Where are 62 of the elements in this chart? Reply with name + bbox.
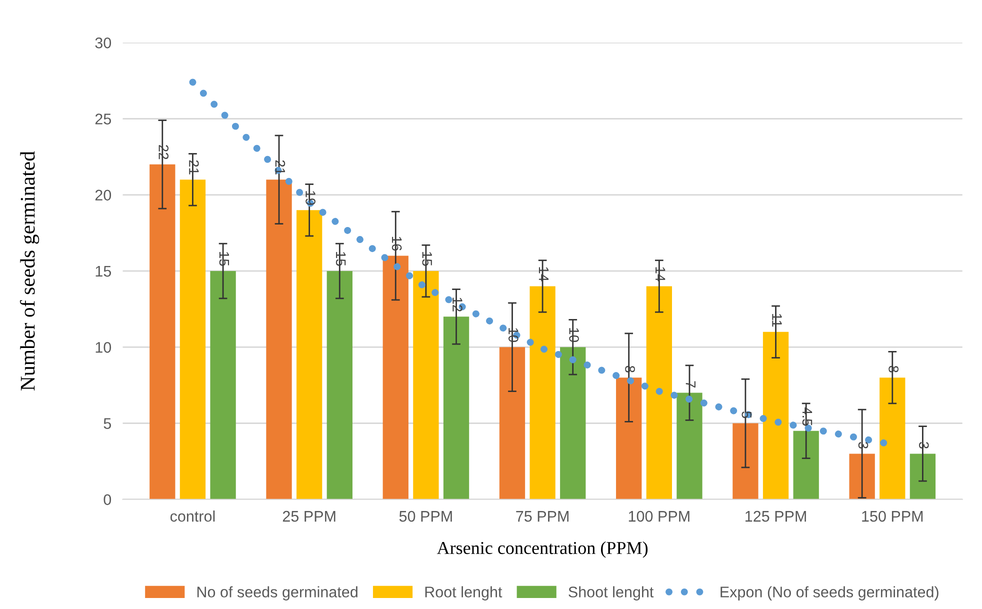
data-label: 3: [918, 442, 929, 449]
data-label: 15: [219, 252, 229, 266]
data-label: 4.5: [802, 407, 812, 426]
data-label: 12: [452, 298, 462, 312]
y-tick-label: 30: [95, 38, 112, 48]
bar: [793, 430, 819, 500]
data-label: 21: [189, 160, 199, 174]
bar: [266, 180, 292, 500]
data-label: 14: [538, 267, 549, 282]
data-label: 19: [306, 191, 316, 205]
bar: [499, 347, 526, 500]
y-tick-label: 15: [96, 266, 111, 277]
x-axis-title: Arsenic concentration (PPM): [436, 541, 648, 558]
bar: [150, 164, 176, 500]
bar: [910, 454, 936, 500]
data-label: 7: [686, 381, 696, 388]
bar: [210, 271, 236, 500]
data-label: 5: [742, 412, 752, 418]
y-tick-label: 25: [95, 114, 111, 124]
bar: [849, 454, 875, 500]
data-label: 10: [508, 328, 518, 342]
legend-label: Expon (No of seeds germinated): [720, 586, 938, 600]
bar: [180, 180, 206, 500]
bar: [413, 271, 439, 500]
data-label: 11: [772, 314, 782, 327]
data-label: 21: [275, 160, 286, 174]
data-label: 15: [336, 252, 346, 266]
bar: [732, 423, 758, 500]
y-axis-title: Number of seeds germinated: [20, 151, 40, 390]
data-label: 10: [569, 328, 579, 342]
data-label: 16: [392, 236, 402, 251]
bar: [646, 286, 672, 500]
bar: [296, 210, 322, 500]
bar: [880, 378, 906, 500]
data-label: 8: [888, 366, 898, 372]
bar: [560, 347, 586, 500]
x-tick-label: 50 PPM: [399, 510, 452, 522]
data-label: 22: [158, 145, 169, 160]
bar: [382, 256, 408, 500]
legend-label: No of seeds germinated: [197, 586, 358, 600]
x-tick-label: 25 PPM: [282, 510, 336, 522]
y-tick-label: 20: [95, 190, 112, 201]
legend-label: Root lenght: [425, 586, 502, 600]
bar: [530, 286, 556, 500]
legend-label: Shoot lenght: [568, 586, 654, 600]
y-tick-label: 0: [104, 494, 112, 506]
x-tick-label: 75 PPM: [516, 511, 568, 522]
x-tick-label: control: [170, 510, 215, 522]
data-label: 3: [858, 442, 868, 449]
y-tick-label: 10: [96, 342, 112, 353]
data-label: 14: [656, 267, 666, 282]
x-tick-label: 150 PPM: [862, 510, 923, 522]
data-label: 15: [422, 252, 432, 266]
data-label: 8: [625, 366, 635, 372]
bar: [443, 316, 470, 500]
bar: [326, 271, 352, 500]
bar: [676, 392, 702, 500]
x-tick-label: 100 PPM: [628, 510, 690, 522]
x-tick-label: 125 PPM: [746, 510, 806, 522]
bar: [762, 332, 789, 500]
bar: [616, 378, 642, 500]
y-tick-label: 5: [104, 418, 111, 429]
